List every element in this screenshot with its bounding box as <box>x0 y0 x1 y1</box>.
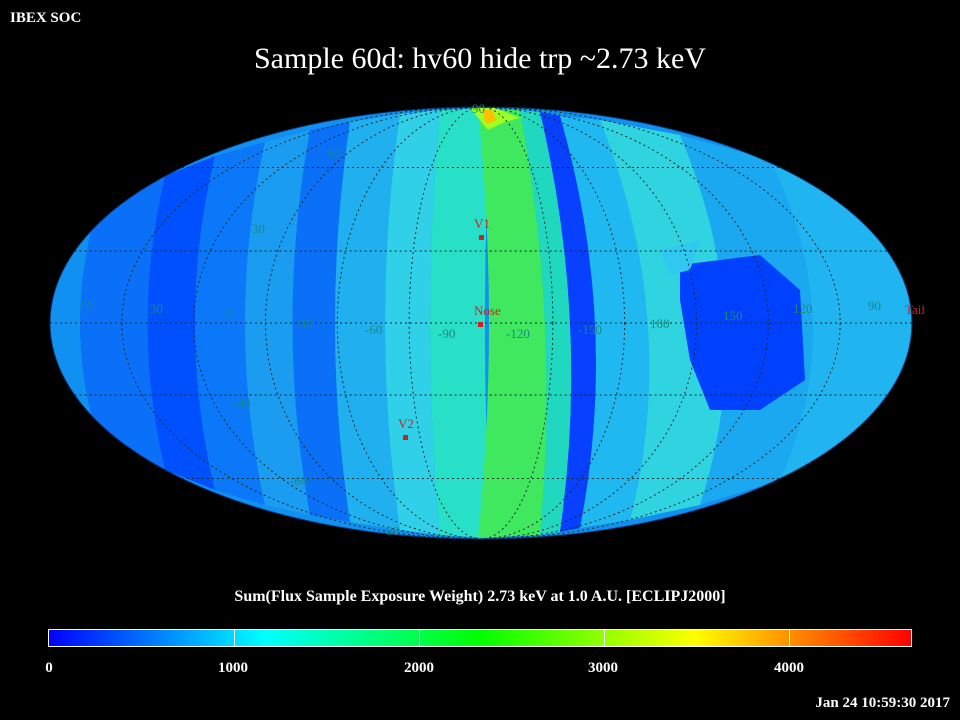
lon-label: 180 <box>650 316 670 331</box>
colorbar-tick: 3000 <box>588 660 618 676</box>
lat-label: 60 <box>328 145 341 160</box>
marker-v1-label: V1 <box>474 216 490 231</box>
meridian-line <box>193 107 769 539</box>
timestamp: Jan 24 10:59:30 2017 <box>815 695 950 711</box>
lat-label: 30 <box>252 221 265 236</box>
colorbar-tick: 1000 <box>218 660 248 676</box>
map-markers: V1 Nose V2 Tail <box>398 216 925 440</box>
flux-band-center-left <box>385 110 440 535</box>
marker-nose-label: Nose <box>474 303 501 318</box>
map-title: Sample 60d: hv60 hide trp ~2.73 keV <box>253 42 706 75</box>
lat-label: -60 <box>290 473 307 488</box>
lon-label: 90 <box>868 298 881 313</box>
longitude-labels: 60 30 0 -30 -60 -90 -120 -150 180 150 12… <box>80 298 881 341</box>
flux-band-deep-east <box>540 112 596 532</box>
flux-patch <box>660 240 700 275</box>
colorbar-tick: 4000 <box>774 660 804 676</box>
colorbar-tick: 2000 <box>404 660 434 676</box>
org-label: IBEX SOC <box>10 10 82 26</box>
map-flux-field <box>50 107 912 539</box>
colorbar-divider <box>234 630 235 646</box>
flux-band-east <box>560 116 650 528</box>
flux-band-west-mid <box>245 130 310 515</box>
colorbar-title: Sum(Flux Sample Exposure Weight) 2.73 ke… <box>234 588 726 605</box>
meridian-line <box>408 107 554 539</box>
lon-label: 30 <box>150 301 163 316</box>
marker-tail-label: Tail <box>905 302 925 317</box>
flux-band-far-east <box>770 160 912 480</box>
lon-label: 150 <box>723 308 743 323</box>
map-outline <box>49 106 913 540</box>
marker-v2-dot <box>403 435 408 440</box>
lon-label: 120 <box>793 301 813 316</box>
lat-label: -30 <box>233 395 250 410</box>
latitude-labels: 90 60 30 -30 -60 -90 <box>233 101 485 538</box>
lat-label: 90 <box>472 101 485 116</box>
flux-low-tail-region <box>680 255 805 410</box>
lon-label: -60 <box>365 322 382 337</box>
lon-label: -120 <box>506 326 530 341</box>
flux-band-green <box>478 108 547 538</box>
meridian-line <box>336 107 626 539</box>
flux-band-west-inner <box>292 122 350 522</box>
colorbar <box>48 629 912 647</box>
lat-label: -90 <box>382 523 399 538</box>
flux-band-center-west <box>335 114 400 530</box>
marker-tail: Tail <box>905 302 925 317</box>
lon-label: 0 <box>226 306 233 321</box>
colorbar-tick: 0 <box>45 660 53 676</box>
marker-v2-label: V2 <box>398 416 414 431</box>
lon-label: -90 <box>438 326 455 341</box>
marker-nose: Nose <box>474 303 501 327</box>
colorbar-divider <box>419 630 420 646</box>
marker-v2: V2 <box>398 416 414 440</box>
lon-label: 60 <box>80 298 93 313</box>
flux-band-east-cyan <box>600 120 726 520</box>
marker-nose-dot <box>478 322 483 327</box>
colorbar-divider <box>789 630 790 646</box>
lon-label: -150 <box>578 322 602 337</box>
marker-v1-dot <box>479 235 484 240</box>
marker-v1: V1 <box>474 216 490 240</box>
lon-label: -30 <box>295 316 312 331</box>
colorbar-divider <box>604 630 605 646</box>
north-pole-peak <box>482 110 497 124</box>
